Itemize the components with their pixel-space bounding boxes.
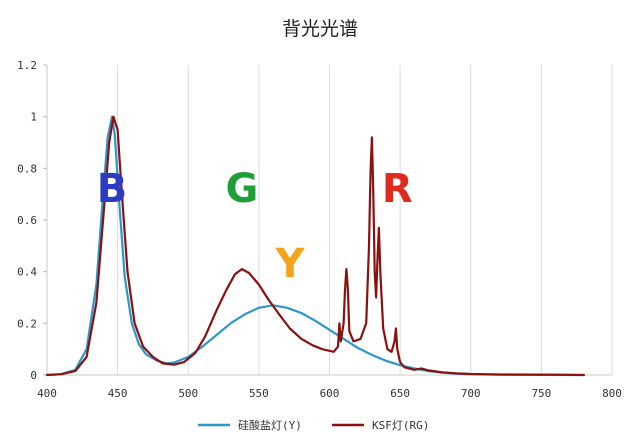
y-tick-label: 1.2 [17, 59, 37, 72]
x-tick-label: 800 [602, 387, 622, 400]
y-tick-label: 1 [30, 111, 37, 124]
legend-label: 硅酸盐灯(Y) [238, 418, 302, 432]
x-tick-label: 600 [320, 387, 340, 400]
chart-title: 背光光谱 [282, 18, 358, 40]
series-line-ksf [45, 115, 585, 377]
grid-lines [117, 65, 613, 375]
legend-label: KSF灯(RG) [372, 419, 429, 432]
y-tick-label: 0.8 [17, 162, 37, 175]
legend: 硅酸盐灯(Y) KSF灯(RG) [198, 418, 429, 432]
annotation-g: G [226, 166, 259, 212]
annotation-r: R [382, 166, 413, 212]
y-tick-label: 0.4 [17, 266, 37, 279]
x-tick-label: 750 [531, 387, 551, 400]
y-tick-labels: 0 0.2 0.4 0.6 0.8 1 1.2 [17, 59, 37, 382]
x-tick-label: 650 [390, 387, 410, 400]
annotation-b: B [97, 166, 128, 212]
y-tick-label: 0.6 [17, 214, 37, 227]
peak-annotations: B GY R [97, 166, 413, 287]
x-tick-label: 450 [108, 387, 128, 400]
y-tick-label: 0.2 [17, 317, 37, 330]
annotation-y: Y [274, 241, 305, 287]
x-tick-label: 700 [461, 387, 481, 400]
x-tick-label: 550 [249, 387, 269, 400]
x-tick-label: 400 [37, 387, 57, 400]
x-tick-labels: 400 450 500 550 600 650 700 750 800 [37, 387, 622, 400]
series-line-phosphor [45, 115, 585, 377]
series-lines [45, 115, 585, 377]
x-tick-label: 500 [178, 387, 198, 400]
y-tick-label: 0 [30, 369, 37, 382]
